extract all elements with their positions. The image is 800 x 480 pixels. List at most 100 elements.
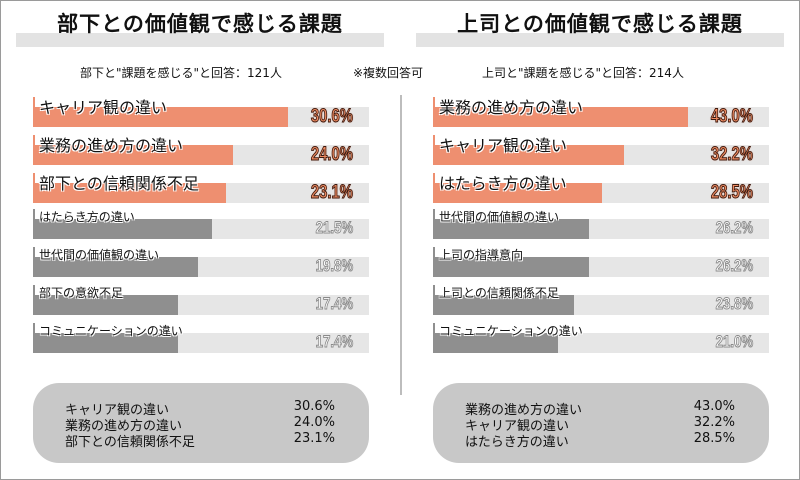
value-label: 32.2% xyxy=(710,144,754,166)
bar xyxy=(33,145,234,165)
bar-label: 部下との信頼関係不足 xyxy=(39,174,199,193)
value-label: 17.4% xyxy=(315,294,353,314)
summary-value: 23.1% xyxy=(293,431,335,446)
bar-label: 上司との信頼関係不足 xyxy=(439,286,559,300)
bar-tick xyxy=(33,285,35,315)
bar-track xyxy=(33,257,369,277)
chart-title-left: 部下との価値観で感じる課題 xyxy=(57,12,343,36)
bar-tick xyxy=(433,135,435,165)
title-band xyxy=(416,33,784,47)
value-label: 30.6% xyxy=(310,106,354,128)
bar-label: キャリア観の違い xyxy=(39,98,168,117)
bar xyxy=(433,257,589,277)
bar-tick xyxy=(433,323,435,353)
value-label: 26.2% xyxy=(715,218,753,238)
bar-label: はたらき方の違い xyxy=(439,174,567,193)
summary-label: 業務の進め方の違い xyxy=(465,403,583,418)
chart-title-right: 上司との価値観で感じる課題 xyxy=(457,12,743,36)
summary-label: 業務の進め方の違い xyxy=(65,419,183,434)
bar-tick xyxy=(33,97,35,127)
bar-label: 部下の意欲不足 xyxy=(39,286,124,300)
summary-row: はたらき方の違い 28.5% xyxy=(465,431,735,450)
bar-tick xyxy=(33,209,35,239)
summary-value: 24.0% xyxy=(293,415,335,430)
bar-label: 世代間の価値観の違い xyxy=(39,248,160,262)
bar xyxy=(433,107,689,127)
value-label: 28.5% xyxy=(710,182,754,204)
bar-tick xyxy=(33,323,35,353)
respondent-count-right: 上司と"課題を感じる"と回答：214人 xyxy=(482,66,684,80)
summary-row: キャリア観の違い 32.2% xyxy=(465,415,735,434)
value-label: 19.8% xyxy=(315,256,353,276)
summary-row: 部下との信頼関係不足 23.1% xyxy=(65,431,335,450)
summary-box-left: キャリア観の違い 30.6% 業務の進め方の違い 24.0% 部下との信頼関係不足 23.… xyxy=(33,383,369,463)
bar xyxy=(33,107,289,127)
bar-track xyxy=(433,333,769,353)
bar xyxy=(33,257,199,277)
bar xyxy=(433,183,603,203)
bar-label: 業務の進め方の違い xyxy=(39,136,184,155)
summary-row: 業務の進め方の違い 43.0% xyxy=(465,399,735,418)
value-label: 23.1% xyxy=(310,182,354,204)
bar-track xyxy=(33,333,369,353)
bar xyxy=(433,333,558,353)
bar-track xyxy=(33,295,369,315)
bar-tick xyxy=(433,285,435,315)
bar-track xyxy=(33,219,369,239)
bar-tick xyxy=(433,97,435,127)
bar xyxy=(33,219,213,239)
summary-label: はたらき方の違い xyxy=(465,435,569,450)
bar-label: コミュニケーションの違い xyxy=(39,324,183,338)
bar-label: はたらき方の違い xyxy=(39,210,135,224)
bar-tick xyxy=(433,247,435,277)
summary-value: 30.6% xyxy=(293,399,335,414)
divider xyxy=(400,95,402,395)
summary-label: キャリア観の違い xyxy=(465,419,570,434)
bar-tick xyxy=(33,247,35,277)
bar-track xyxy=(33,183,369,203)
bar-label: コミュニケーションの違い xyxy=(439,324,583,338)
summary-label: キャリア観の違い xyxy=(65,403,170,418)
bar-track xyxy=(433,107,769,127)
bar-track xyxy=(33,107,369,127)
multiple-answer-note: ※複数回答可 xyxy=(353,66,424,80)
summary-label: 部下との信頼関係不足 xyxy=(65,435,195,450)
bar-label: 上司の指導意向 xyxy=(439,248,524,262)
value-label: 24.0% xyxy=(310,144,354,166)
respondent-count-left: 部下と"課題を感じる"と回答：121人 xyxy=(80,66,282,80)
bar-tick xyxy=(33,173,35,203)
title-band xyxy=(16,33,384,47)
value-label: 23.8% xyxy=(715,294,753,314)
bar-tick xyxy=(433,173,435,203)
summary-value: 43.0% xyxy=(693,399,735,414)
left-panel: 部下との価値観で感じる課題 部下と"課題を感じる"と回答：121人 キャリア観の… xyxy=(16,12,384,463)
bar xyxy=(33,183,226,203)
bar-track xyxy=(433,219,769,239)
bar-label: 業務の進め方の違い xyxy=(439,98,584,117)
value-label: 43.0% xyxy=(710,106,754,128)
bar xyxy=(33,295,179,315)
bar-track xyxy=(433,295,769,315)
bar-tick xyxy=(433,209,435,239)
bar-label: 世代間の価値観の違い xyxy=(439,210,560,224)
bar xyxy=(433,145,625,165)
bar-track xyxy=(433,145,769,165)
bar xyxy=(33,333,179,353)
summary-value: 32.2% xyxy=(693,415,735,430)
value-label: 21.5% xyxy=(315,218,353,238)
right-panel: 上司との価値観で感じる課題 上司と"課題を感じる"と回答：214人 業務の進め方… xyxy=(400,0,800,480)
value-label: 26.2% xyxy=(715,256,753,276)
bar-label: キャリア観の違い xyxy=(439,136,568,155)
summary-value: 28.5% xyxy=(693,431,735,446)
bar xyxy=(433,219,589,239)
bar xyxy=(433,295,575,315)
bar-track xyxy=(33,145,369,165)
summary-row: 業務の進め方の違い 24.0% xyxy=(65,415,335,434)
bar-track xyxy=(433,257,769,277)
bar-track xyxy=(433,183,769,203)
bar-tick xyxy=(33,135,35,165)
summary-row: キャリア観の違い 30.6% xyxy=(65,399,335,418)
value-label: 17.4% xyxy=(315,332,353,352)
summary-box-right: 業務の進め方の違い 43.0% キャリア観の違い 32.2% はたらき方の違い 28.5% xyxy=(433,383,769,463)
value-label: 21.0% xyxy=(715,332,753,352)
